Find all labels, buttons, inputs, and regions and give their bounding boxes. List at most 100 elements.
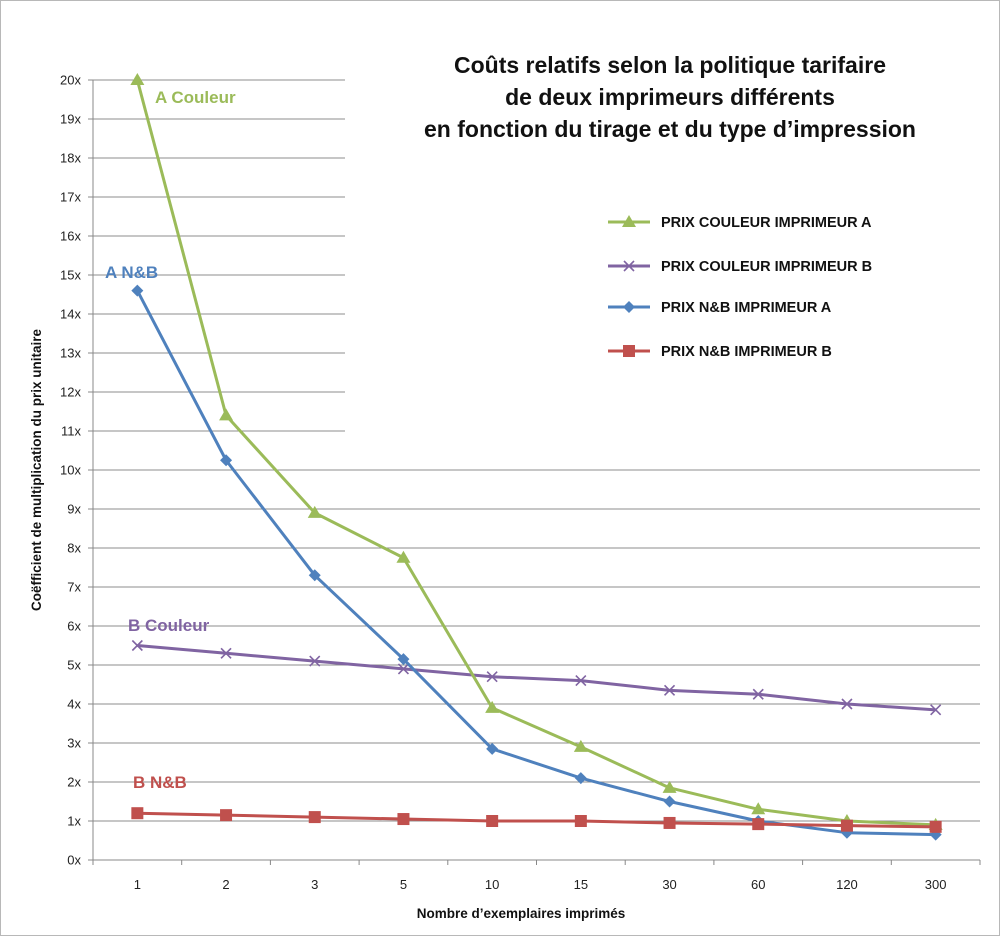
x-axis-title: Nombre d’exemplaires imprimés bbox=[417, 906, 626, 921]
legend-label: PRIX COULEUR IMPRIMEUR B bbox=[661, 259, 872, 275]
x-tick-label: 15 bbox=[574, 877, 588, 892]
x-tick-label: 10 bbox=[485, 877, 499, 892]
data-point bbox=[308, 569, 321, 582]
series-annotation: A Couleur bbox=[155, 88, 236, 107]
y-tick-label: 2x bbox=[67, 775, 81, 790]
data-point bbox=[486, 671, 498, 683]
y-tick-label: 7x bbox=[67, 580, 81, 595]
y-tick-label: 18x bbox=[60, 151, 81, 166]
data-point bbox=[574, 815, 587, 827]
legend-marker bbox=[623, 260, 635, 272]
data-point bbox=[220, 647, 232, 659]
y-tick-label: 0x bbox=[67, 853, 81, 868]
legend-marker bbox=[623, 301, 635, 313]
x-marker-stroke bbox=[397, 663, 410, 675]
data-point bbox=[662, 780, 677, 793]
data-point bbox=[930, 704, 942, 716]
data-point bbox=[752, 688, 764, 700]
y-tick-label: 5x bbox=[67, 658, 81, 673]
y-tick-label: 16x bbox=[60, 229, 81, 244]
y-axis-title: Coëfficient de multiplication du prix un… bbox=[29, 329, 44, 612]
chart-title-line-1: Coûts relatifs selon la politique tarifa… bbox=[454, 52, 886, 78]
data-point bbox=[220, 454, 233, 467]
data-point bbox=[309, 655, 321, 667]
data-point bbox=[575, 675, 587, 687]
x-marker-stroke bbox=[220, 647, 232, 659]
y-tick-label: 1x bbox=[67, 814, 81, 829]
chart-title-line-3: en fonction du tirage et du type d’impre… bbox=[424, 116, 916, 142]
y-tick-label: 11x bbox=[61, 424, 81, 439]
data-point bbox=[308, 811, 321, 824]
data-point bbox=[485, 700, 500, 713]
legend-marker bbox=[622, 215, 636, 227]
x-marker-stroke bbox=[752, 688, 764, 700]
x-marker-stroke bbox=[930, 704, 942, 716]
data-point bbox=[307, 505, 322, 518]
x-tick-label: 120 bbox=[836, 877, 858, 892]
x-tick-label: 60 bbox=[751, 877, 765, 892]
data-point bbox=[219, 408, 234, 421]
chart-title-line-2: de deux imprimeurs différents bbox=[505, 84, 835, 110]
y-tick-label: 13x bbox=[60, 346, 81, 361]
data-point bbox=[752, 818, 765, 831]
data-point bbox=[397, 813, 410, 826]
x-marker-stroke bbox=[131, 639, 143, 652]
y-tick-label: 12x bbox=[60, 385, 81, 400]
x-tick-label: 30 bbox=[662, 877, 676, 892]
data-point bbox=[131, 639, 143, 652]
legend-label: PRIX COULEUR IMPRIMEUR A bbox=[661, 215, 872, 231]
x-marker-stroke bbox=[575, 675, 587, 687]
y-tick-label: 9x bbox=[67, 502, 81, 517]
x-tick-label: 2 bbox=[222, 877, 229, 892]
series-line bbox=[136, 289, 936, 837]
data-point bbox=[397, 663, 410, 675]
y-tick-label: 3x bbox=[67, 736, 81, 751]
data-point bbox=[131, 807, 144, 820]
data-point bbox=[574, 772, 587, 785]
series-line bbox=[137, 811, 936, 829]
x-marker-stroke bbox=[309, 655, 321, 667]
legend-marker bbox=[623, 345, 635, 357]
x-tick-label: 3 bbox=[311, 877, 318, 892]
legend-label: PRIX N&B IMPRIMEUR B bbox=[661, 344, 832, 360]
y-tick-label: 4x bbox=[67, 697, 81, 712]
data-point bbox=[663, 684, 676, 696]
x-marker-stroke bbox=[663, 684, 676, 696]
data-point bbox=[130, 73, 145, 85]
series-annotation: A N&B bbox=[105, 263, 158, 282]
data-point bbox=[751, 802, 766, 815]
y-tick-label: 20x bbox=[60, 73, 81, 88]
series-annotation: B N&B bbox=[133, 773, 187, 792]
data-point bbox=[929, 820, 942, 833]
y-tick-label: 8x bbox=[67, 541, 81, 556]
y-tick-label: 14x bbox=[60, 307, 81, 322]
y-tick-label: 10x bbox=[60, 463, 81, 478]
data-point bbox=[486, 815, 499, 827]
x-marker-stroke bbox=[841, 698, 853, 710]
x-tick-label: 1 bbox=[134, 877, 141, 892]
series-line bbox=[137, 644, 936, 712]
data-point bbox=[663, 816, 676, 829]
data-point bbox=[396, 550, 411, 563]
y-tick-label: 19x bbox=[60, 112, 81, 127]
data-point bbox=[486, 742, 499, 755]
data-point bbox=[573, 739, 588, 752]
y-tick-label: 17x bbox=[60, 190, 81, 205]
x-tick-label: 300 bbox=[925, 877, 947, 892]
data-point bbox=[840, 819, 853, 832]
x-tick-label: 5 bbox=[400, 877, 407, 892]
data-point bbox=[220, 809, 233, 822]
data-point bbox=[663, 795, 676, 808]
y-tick-label: 15x bbox=[60, 268, 81, 283]
legend-label: PRIX N&B IMPRIMEUR A bbox=[661, 300, 832, 316]
x-marker-stroke bbox=[486, 671, 498, 683]
data-point bbox=[841, 698, 853, 710]
series-annotation: B Couleur bbox=[128, 616, 210, 635]
x-marker-stroke bbox=[623, 260, 635, 272]
data-point bbox=[397, 653, 410, 666]
y-tick-label: 6x bbox=[67, 619, 81, 634]
data-point bbox=[131, 284, 144, 297]
series-line bbox=[135, 79, 936, 827]
